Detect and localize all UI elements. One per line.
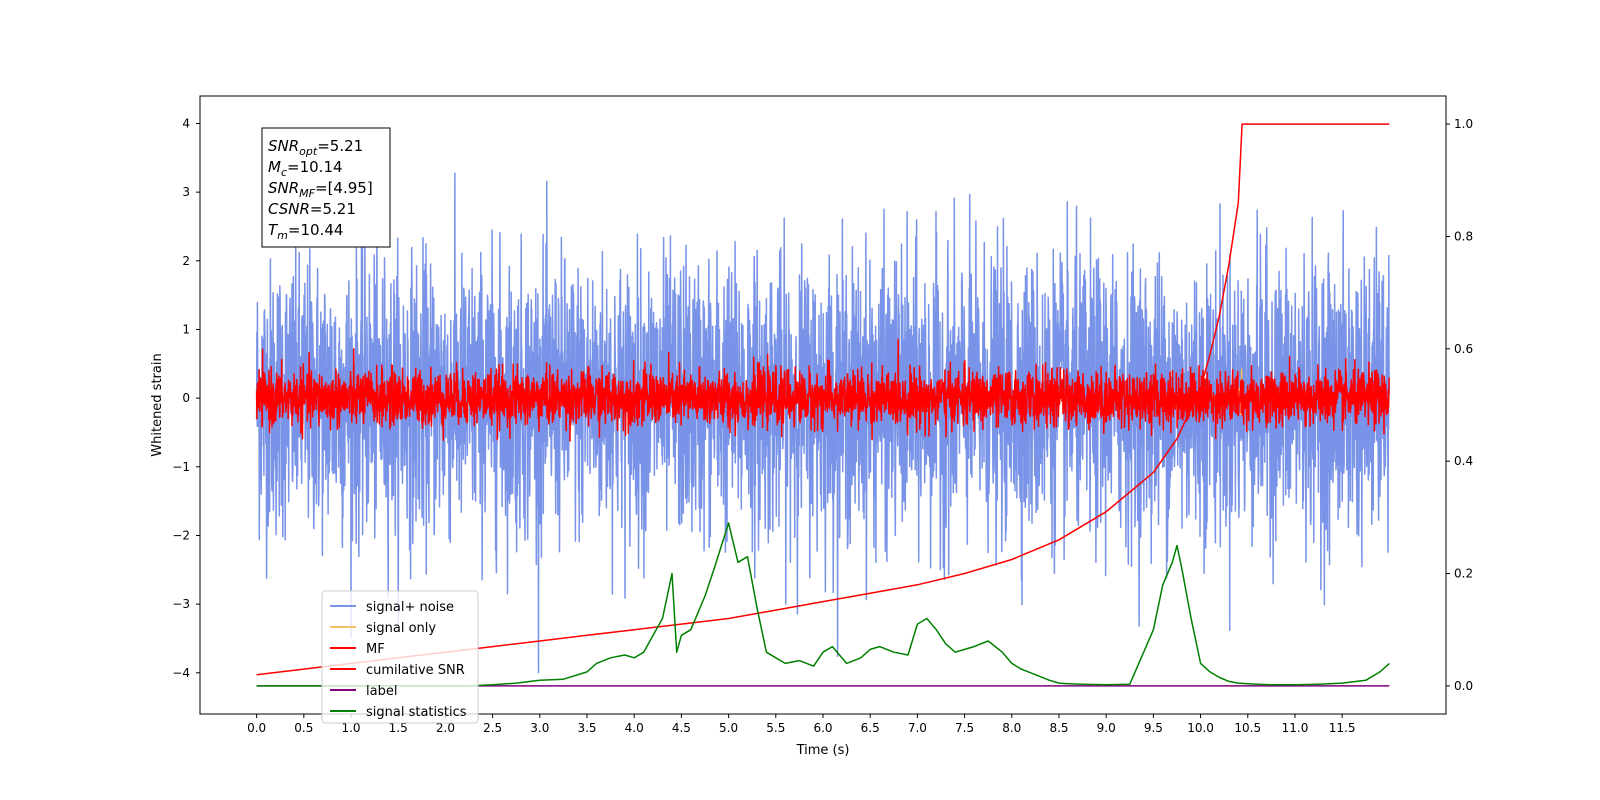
y-tick-label: −4 [172, 666, 190, 680]
x-tick-label: 1.0 [341, 721, 360, 735]
legend-label: signal+ noise [366, 600, 454, 615]
x-tick-label: 9.0 [1097, 721, 1116, 735]
y-tick-label: 1 [182, 322, 190, 336]
legend: signal+ noise signal only MF cumilative SNR… [321, 590, 479, 724]
x-tick-label: 10.0 [1187, 721, 1214, 735]
x-tick-label: 7.0 [908, 721, 927, 735]
x-tick-label: 3.5 [577, 721, 596, 735]
legend-label: cumilative SNR [366, 663, 465, 678]
x-tick-label: 5.0 [719, 721, 738, 735]
x-tick-label: 7.5 [955, 721, 974, 735]
x-tick-label: 10.5 [1234, 721, 1261, 735]
y-axis-right: 1.0 0.8 0.6 0.4 0.2 0.0 [1446, 117, 1473, 693]
x-tick-label: 4.5 [672, 721, 691, 735]
x-tick-label: 4.0 [625, 721, 644, 735]
x-tick-label: 0.0 [247, 721, 266, 735]
legend-frame [321, 590, 479, 724]
x-tick-label: 9.5 [1144, 721, 1163, 735]
x-tick-label: 1.5 [389, 721, 408, 735]
x-tick-label: 0.5 [294, 721, 313, 735]
x-tick-label: 11.5 [1329, 721, 1356, 735]
y2-tick-label: 1.0 [1454, 117, 1473, 131]
y-tick-label: 3 [182, 185, 190, 199]
x-tick-label: 2.0 [436, 721, 455, 735]
x-tick-label: 11.0 [1282, 721, 1309, 735]
y-tick-label: 0 [182, 391, 190, 405]
x-tick-label: 8.5 [1049, 721, 1068, 735]
y-tick-label: 4 [182, 116, 190, 130]
legend-label: signal statistics [366, 705, 467, 720]
y2-tick-label: 0.2 [1454, 567, 1473, 581]
y-tick-label: 2 [182, 254, 190, 268]
y2-tick-label: 0.6 [1454, 342, 1473, 356]
x-tick-label: 2.5 [483, 721, 502, 735]
y-axis-title: Whitened strain [150, 353, 165, 456]
x-axis-title: Time (s) [796, 743, 850, 758]
legend-label: label [366, 684, 397, 699]
y2-tick-label: 0.4 [1454, 454, 1473, 468]
legend-label: MF [366, 642, 385, 657]
x-tick-label: 8.0 [1002, 721, 1021, 735]
info-box: SNRopt=5.21Mc=10.14SNRMF=[4.95]CSNR=5.21… [261, 127, 391, 248]
x-tick-label: 6.5 [861, 721, 880, 735]
y-tick-label: −3 [172, 597, 190, 611]
y2-tick-label: 0.8 [1454, 229, 1473, 243]
x-tick-label: 5.5 [766, 721, 785, 735]
y-axis-left: 4 3 2 1 0 −1 −2 −3 −4 [172, 116, 200, 680]
series-layer [255, 123, 1391, 687]
info-box-line: Tm=10.44 [268, 221, 343, 242]
y2-tick-label: 0.0 [1454, 679, 1473, 693]
x-axis: 0.0 0.5 1.0 1.5 2.0 2.5 3.0 3.5 4.0 4.5 5.0 5.5 6.0 6… [247, 714, 1356, 735]
series-line-signal-statistics [256, 522, 1390, 687]
info-box-line: CSNR=5.21 [268, 200, 356, 218]
x-tick-label: 6.0 [813, 721, 832, 735]
info-box-line: Mc=10.14 [268, 158, 343, 179]
info-box-line: SNRopt=5.21 [268, 137, 363, 158]
info-box-frame [261, 127, 391, 248]
y-tick-label: −1 [172, 460, 190, 474]
legend-label: signal only [366, 621, 436, 636]
x-tick-label: 3.0 [530, 721, 549, 735]
series-line-cumilative-snr [256, 123, 1390, 676]
info-box-line: SNRMF=[4.95] [268, 179, 373, 200]
series-line-mf [255, 338, 1391, 442]
y-tick-label: −2 [172, 528, 190, 542]
